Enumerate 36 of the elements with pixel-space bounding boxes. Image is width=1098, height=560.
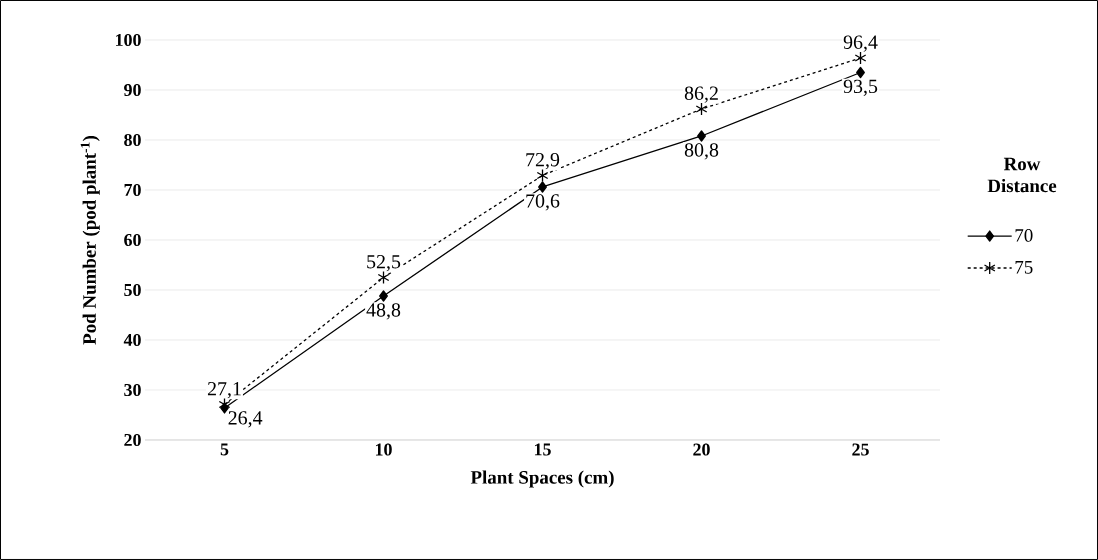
y-tick-label: 20 — [124, 433, 141, 447]
y-axis-title: Pod Number (pod plant$^{-1}$) — [80, 135, 100, 345]
data-label: 96,4 — [843, 35, 878, 52]
point — [697, 130, 706, 142]
y-tick-label: 30 — [124, 383, 141, 397]
x-tick-label: 5 — [220, 443, 229, 456]
legend-label: 70 — [1015, 229, 1033, 242]
y-tick-label: 50 — [124, 283, 141, 297]
data-label: 72,9 — [526, 153, 560, 170]
y-tick-label: 90 — [124, 83, 141, 97]
x-tick-label: 10 — [375, 443, 392, 456]
point — [538, 181, 547, 193]
data-label: 80,8 — [684, 143, 719, 160]
data-label: 27,1 — [207, 382, 241, 399]
y-tick-label: 60 — [124, 233, 141, 247]
point — [379, 290, 388, 302]
data-label: 52,5 — [367, 255, 401, 272]
x-tick-label: 20 — [693, 443, 710, 456]
point — [536, 168, 549, 183]
point — [377, 270, 390, 285]
point — [695, 102, 708, 116]
point — [854, 51, 867, 65]
y-tick-label: 40 — [123, 333, 141, 347]
y-tick-label: 80 — [124, 133, 141, 147]
legend-label: 75 — [1015, 261, 1033, 274]
data-label: 86,2 — [684, 86, 718, 103]
x-tick-label: 15 — [534, 443, 551, 456]
y-tick-label: 100 — [116, 33, 141, 47]
x-axis-title: Plant Spaces (cm) — [470, 470, 614, 488]
y-tick-label: 70 — [124, 183, 141, 197]
data-label: 70,6 — [526, 194, 560, 211]
data-label: 93,5 — [843, 79, 878, 96]
data-label: 48,8 — [366, 303, 401, 320]
legend-title: Row Distance — [987, 157, 1057, 193]
data-label: 26,4 — [228, 411, 263, 428]
x-tick-label: 25 — [852, 443, 869, 456]
